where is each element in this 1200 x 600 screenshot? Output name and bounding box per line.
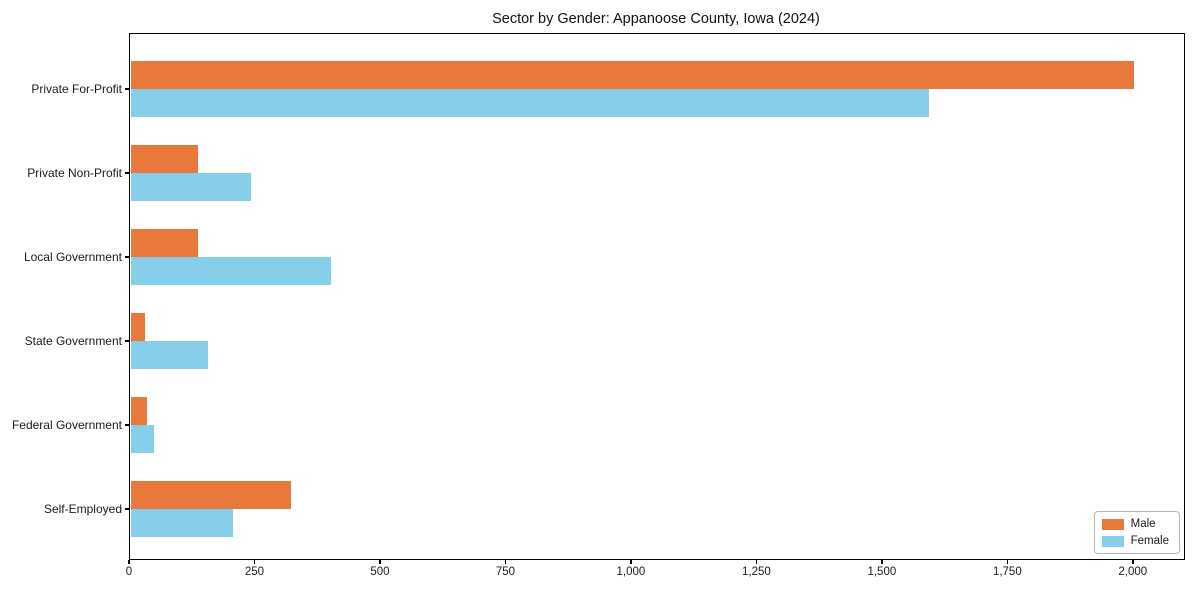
bar-male-1[interactable]: [130, 145, 199, 173]
legend: Male Female: [1093, 511, 1180, 554]
female-swatch: [1101, 535, 1124, 547]
x-tick-label: 0: [125, 566, 133, 578]
bar-male-4[interactable]: [130, 397, 147, 425]
y-tick-label: Federal Government: [11, 418, 122, 432]
x-tick-mark: [1132, 560, 1134, 564]
x-tick-mark: [1006, 560, 1009, 564]
x-tick-mark: [504, 560, 507, 564]
y-tick-mark: [125, 256, 129, 258]
x-tick-label: 2,000: [1118, 566, 1148, 578]
legend-item-female: Female: [1101, 535, 1169, 547]
x-tick-label: 750: [495, 566, 516, 578]
bar-female-5[interactable]: [130, 509, 234, 537]
y-tick-mark: [125, 172, 129, 174]
x-tick-label: 1,250: [741, 566, 771, 578]
bar-male-5[interactable]: [130, 481, 292, 509]
x-tick-mark: [630, 560, 632, 564]
bar-male-2[interactable]: [130, 229, 199, 257]
x-tick-mark: [128, 560, 130, 564]
y-tick-label: Private For-Profit: [31, 82, 122, 96]
x-tick-label: 1,750: [992, 566, 1022, 578]
bar-male-3[interactable]: [130, 313, 145, 341]
y-tick-label: Local Government: [23, 250, 122, 264]
x-tick-label: 1,500: [867, 566, 897, 578]
y-tick-mark: [125, 88, 129, 90]
y-tick-mark: [125, 424, 129, 426]
bar-male-0[interactable]: [130, 61, 1135, 89]
plot-area: Male Female: [129, 33, 1185, 560]
x-tick-label: 1,000: [616, 566, 646, 578]
bar-female-3[interactable]: [130, 341, 209, 369]
x-tick-label: 500: [370, 566, 390, 578]
y-tick-mark: [125, 340, 129, 342]
y-tick-label: State Government: [24, 334, 122, 348]
x-tick-mark: [755, 560, 758, 564]
x-tick-mark: [253, 560, 256, 564]
bar-female-2[interactable]: [130, 257, 332, 285]
bar-female-4[interactable]: [130, 425, 154, 453]
chart-title: Sector by Gender: Appanoose County, Iowa…: [492, 11, 820, 27]
x-tick-mark: [881, 560, 883, 564]
legend-item-male: Male: [1101, 518, 1169, 530]
legend-label-male: Male: [1130, 518, 1156, 530]
bar-female-1[interactable]: [130, 173, 252, 201]
legend-label-female: Female: [1130, 535, 1169, 547]
y-tick-mark: [125, 508, 129, 510]
male-swatch: [1101, 518, 1124, 530]
bar-female-0[interactable]: [130, 89, 929, 117]
x-tick-label: 250: [244, 566, 265, 578]
x-tick-mark: [379, 560, 381, 564]
y-tick-label: Private Non-Profit: [27, 166, 122, 180]
y-tick-label: Self-Employed: [43, 502, 122, 516]
